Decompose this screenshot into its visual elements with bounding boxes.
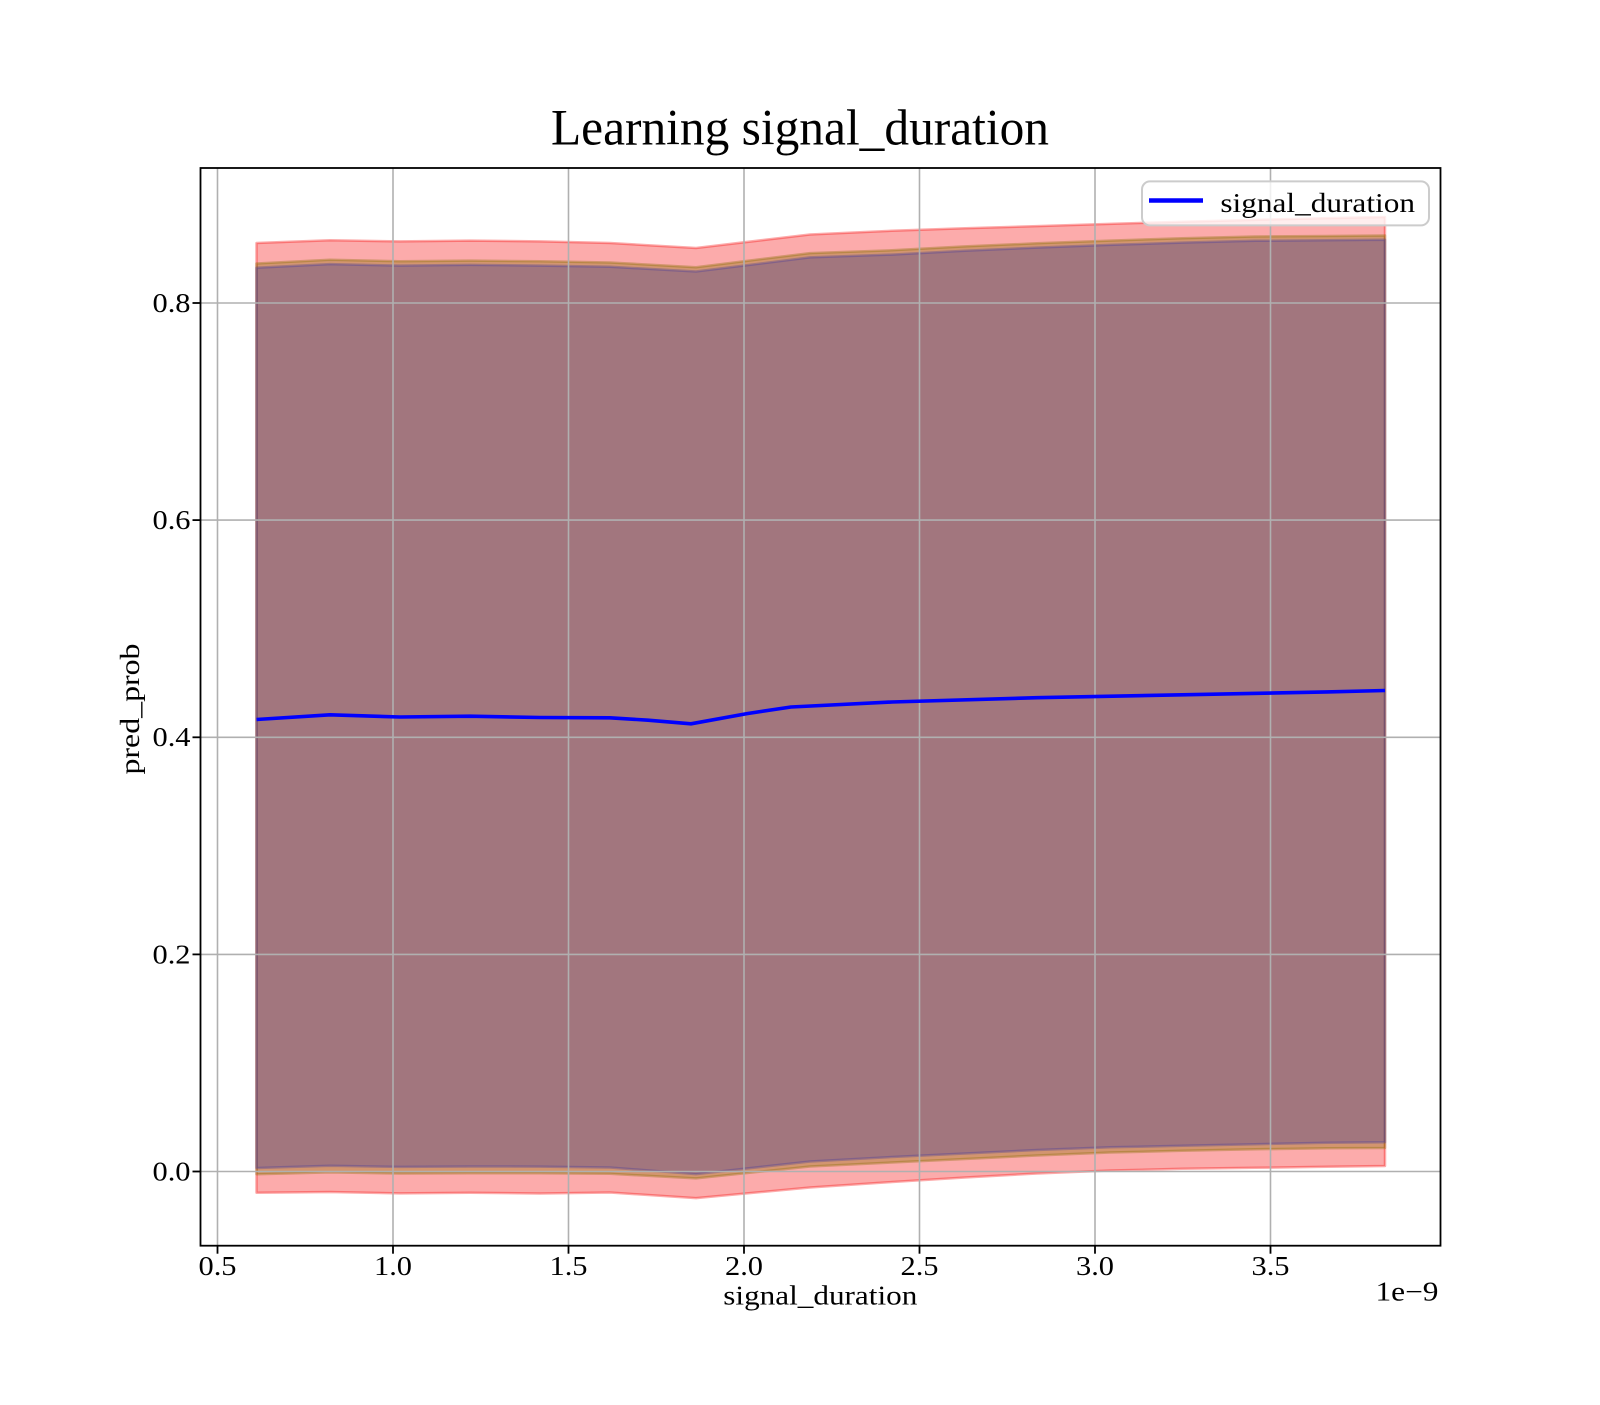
svg-text:3.0: 3.0 (1076, 1251, 1114, 1281)
svg-text:2.5: 2.5 (901, 1251, 939, 1281)
svg-text:1.5: 1.5 (550, 1251, 588, 1281)
svg-text:signal_duration: signal_duration (723, 1281, 918, 1311)
svg-text:Learning signal_duration: Learning signal_duration (551, 100, 1049, 156)
svg-text:pred_prob: pred_prob (115, 644, 145, 775)
svg-text:0.8: 0.8 (153, 288, 191, 318)
svg-text:3.5: 3.5 (1252, 1251, 1290, 1281)
svg-text:1.0: 1.0 (374, 1251, 412, 1281)
svg-text:0.6: 0.6 (153, 505, 191, 535)
svg-text:0.4: 0.4 (153, 722, 192, 752)
svg-text:0.0: 0.0 (153, 1156, 191, 1186)
svg-text:0.2: 0.2 (153, 939, 191, 969)
svg-text:0.5: 0.5 (199, 1251, 237, 1281)
svg-text:2.0: 2.0 (725, 1251, 763, 1281)
svg-text:1e−9: 1e−9 (1376, 1277, 1439, 1307)
svg-text:signal_duration: signal_duration (1220, 188, 1415, 218)
